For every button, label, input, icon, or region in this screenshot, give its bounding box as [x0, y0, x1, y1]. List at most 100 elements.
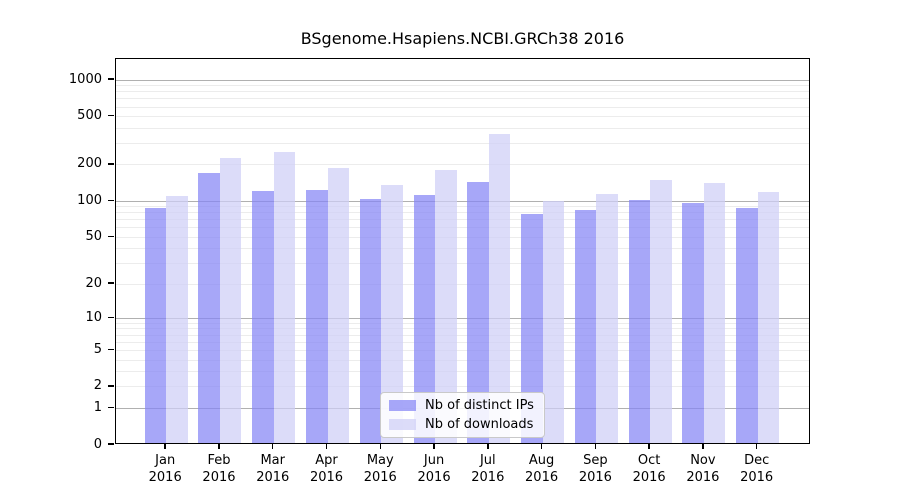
y-tick-label-10: 10 [85, 309, 102, 325]
x-tick-label-nov-2016: Nov 2016 [686, 453, 720, 485]
x-tick-label-jul-2016: Jul 2016 [471, 453, 505, 485]
gridline-minor-80 [116, 212, 809, 214]
bar-ips-dec-2016 [736, 208, 758, 443]
x-tick-label-dec-2016: Dec 2016 [740, 453, 774, 485]
gridline-minor-2 [116, 386, 809, 388]
bar-ips-may-2016 [359, 199, 382, 443]
y-tick-label-5: 5 [93, 341, 102, 357]
x-tick-mark-jan-2016 [164, 444, 166, 449]
gridline-minor-30 [116, 263, 809, 265]
y-tick-mark-2 [108, 385, 114, 387]
bar-ips-aug-2016 [521, 214, 543, 443]
bar-downloads-apr-2016 [327, 168, 349, 443]
x-tick-mark-apr-2016 [325, 444, 328, 449]
y-tick-mark-10 [108, 316, 114, 319]
y-tick-label-100: 100 [77, 192, 102, 208]
y-tick-label-20: 20 [85, 275, 102, 291]
gridline-minor-700 [116, 98, 809, 100]
bar-ips-jan-2016 [144, 208, 167, 443]
chart-title: BSgenome.Hsapiens.NCBI.GRCh38 2016 [300, 29, 625, 48]
y-tick-mark-1000 [108, 78, 114, 80]
gridline-minor-4 [116, 359, 809, 361]
gridline-minor-400 [116, 127, 809, 129]
x-tick-label-apr-2016: Apr 2016 [309, 453, 344, 485]
gridline-minor-20 [116, 283, 809, 285]
gridline-minor-60 [116, 227, 809, 229]
bar-ips-jun-2016 [413, 194, 436, 443]
bar-downloads-dec-2016 [757, 191, 780, 443]
bar-downloads-jul-2016 [488, 134, 511, 443]
y-tick-mark-5 [108, 348, 114, 351]
bar-downloads-jun-2016 [435, 169, 457, 443]
legend-label-downloads: Nb of downloads [425, 417, 534, 432]
legend-item-downloads: Nb of downloads [389, 417, 536, 432]
x-tick-mark-jul-2016 [487, 444, 489, 449]
bar-downloads-oct-2016 [650, 180, 672, 443]
x-tick-label-oct-2016: Oct 2016 [632, 453, 666, 485]
bar-ips-feb-2016 [198, 172, 220, 443]
y-tick-mark-50 [108, 235, 114, 238]
bar-downloads-mar-2016 [273, 152, 296, 443]
gridline-minor-50 [116, 236, 809, 238]
y-tick-label-50: 50 [85, 228, 102, 244]
gridline-minor-300 [116, 143, 809, 145]
bar-downloads-may-2016 [381, 185, 403, 443]
gridline-minor-8 [116, 328, 809, 330]
gridline-major-100 [116, 200, 809, 202]
bar-ips-sep-2016 [574, 210, 597, 443]
x-tick-mark-sep-2016 [594, 444, 597, 449]
y-tick-mark-100 [108, 199, 114, 202]
gridline-minor-70 [116, 219, 809, 221]
gridline-minor-600 [116, 106, 809, 108]
plot-area [115, 58, 810, 444]
bar-ips-apr-2016 [306, 189, 328, 443]
gridline-major-1000 [116, 79, 809, 81]
legend-swatch-downloads [389, 419, 416, 430]
x-tick-mark-oct-2016 [648, 444, 650, 449]
gridline-minor-500 [116, 116, 809, 118]
y-tick-label-200: 200 [77, 156, 102, 172]
legend-label-distinct-ips: Nb of distinct IPs [425, 398, 534, 413]
y-tick-mark-500 [108, 114, 114, 117]
y-tick-mark-0 [108, 443, 114, 445]
x-tick-mark-aug-2016 [540, 444, 543, 449]
bar-downloads-jan-2016 [166, 196, 188, 443]
x-tick-mark-feb-2016 [218, 444, 220, 449]
x-tick-label-jan-2016: Jan 2016 [148, 453, 182, 485]
bar-downloads-nov-2016 [703, 182, 726, 443]
gridline-minor-40 [116, 248, 809, 250]
legend-swatch-distinct-ips [389, 400, 416, 411]
y-tick-label-500: 500 [77, 108, 102, 124]
x-tick-label-jun-2016: Jun 2016 [417, 453, 451, 485]
y-tick-mark-200 [108, 163, 114, 165]
x-tick-label-sep-2016: Sep 2016 [578, 453, 612, 485]
x-tick-label-may-2016: May 2016 [363, 453, 397, 485]
y-tick-label-1: 1 [93, 399, 102, 415]
bar-ips-jul-2016 [467, 182, 489, 443]
legend-item-distinct-ips: Nb of distinct IPs [389, 398, 536, 413]
x-tick-label-feb-2016: Feb 2016 [202, 453, 236, 485]
gridline-minor-5 [116, 349, 809, 351]
y-tick-label-2: 2 [93, 378, 102, 394]
y-tick-label-1000: 1000 [68, 71, 102, 87]
bar-downloads-feb-2016 [219, 157, 242, 443]
x-tick-label-aug-2016: Aug 2016 [525, 453, 559, 485]
bar-downloads-aug-2016 [542, 200, 565, 443]
gridline-minor-6 [116, 341, 809, 343]
gridline-minor-200 [116, 164, 809, 166]
y-tick-label-0: 0 [93, 436, 102, 452]
gridline-minor-9 [116, 322, 809, 324]
x-tick-label-mar-2016: Mar 2016 [256, 453, 290, 485]
x-tick-mark-mar-2016 [271, 444, 274, 449]
legend: Nb of distinct IPs Nb of downloads [380, 392, 545, 438]
y-tick-mark-1 [108, 406, 114, 409]
gridline-minor-90 [116, 206, 809, 208]
bar-ips-nov-2016 [682, 203, 704, 443]
gridline-minor-7 [116, 334, 809, 336]
x-tick-mark-nov-2016 [702, 444, 704, 449]
bar-ips-mar-2016 [252, 191, 274, 443]
gridline-minor-800 [116, 91, 809, 93]
gridline-minor-900 [116, 85, 809, 87]
bar-ips-oct-2016 [628, 199, 651, 443]
